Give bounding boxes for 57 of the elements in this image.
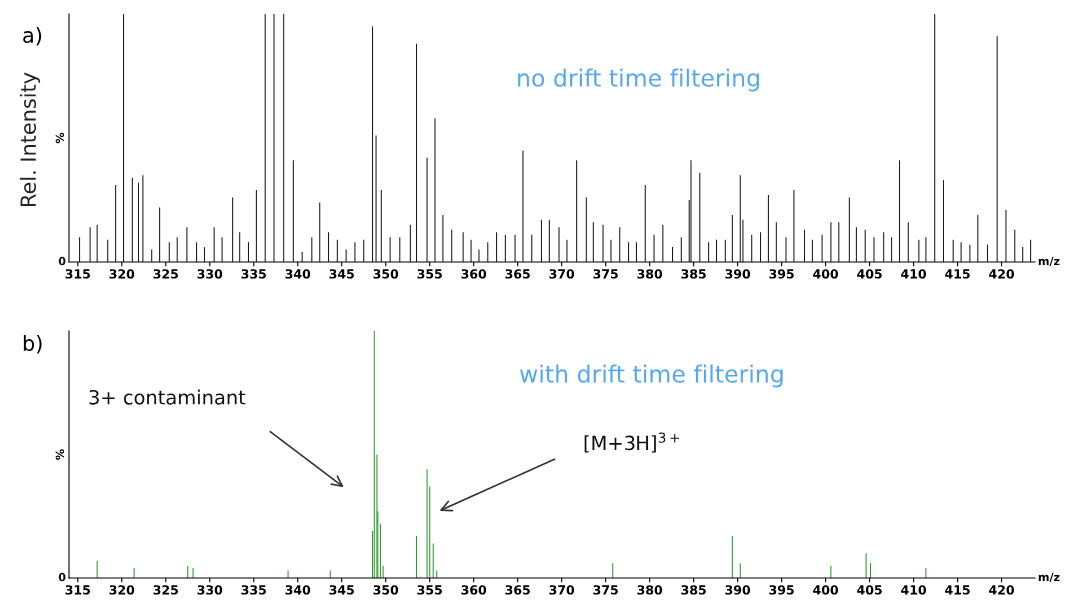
x-axis-title: m/z	[1038, 256, 1060, 267]
x-tick-label: 375	[593, 269, 618, 279]
x-tick-label: 355	[417, 585, 442, 595]
text: a)	[23, 26, 42, 46]
x-tick-label: 420	[989, 269, 1015, 279]
x-tick-label: 385	[681, 585, 706, 595]
annotation: with drift time filtering	[519, 364, 783, 388]
x-tick-label: 340	[285, 585, 311, 595]
x-tick-label: 355	[417, 269, 442, 279]
x-tick-label: 315	[65, 269, 90, 279]
x-tick-label: 400	[813, 269, 839, 279]
x-tick-label: 320	[109, 585, 135, 595]
x-tick-label: 325	[153, 585, 178, 595]
x-tick-label: 345	[329, 585, 354, 595]
x-tick-label: 395	[769, 585, 794, 595]
x-tick-label: 390	[725, 585, 751, 595]
x-tick-label: 395	[769, 269, 794, 279]
annotation: no drift time filtering	[518, 68, 759, 92]
y-axis-title: %	[55, 132, 65, 144]
x-axis-title: m/z	[1038, 572, 1060, 583]
x-tick-label: 325	[153, 269, 178, 279]
x-tick-label: 335	[241, 585, 266, 595]
x-tick-label: 390	[725, 269, 751, 279]
x-tick-label: 365	[505, 585, 530, 595]
x-tick-label: 405	[857, 269, 882, 279]
x-tick-label: 350	[373, 269, 399, 279]
x-tick-label: 345	[329, 269, 354, 279]
chart-title: b)	[23, 334, 42, 354]
annotation: [M+3H]$^{3+}$	[584, 432, 679, 453]
x-tick-label: 370	[549, 269, 575, 279]
text: 0	[58, 572, 66, 582]
x-tick-label: 405	[857, 585, 882, 595]
y-axis-title: %	[55, 449, 65, 460]
text: 0	[58, 256, 66, 266]
x-tick-label: 365	[505, 269, 530, 279]
x-tick-label: 420	[989, 585, 1015, 595]
x-tick-label: 370	[549, 585, 575, 595]
x-tick-label: 315	[65, 585, 90, 595]
text: Rel. Intensity	[19, 72, 41, 206]
x-tick-label: 350	[373, 585, 399, 595]
x-tick-label: 360	[461, 269, 487, 279]
x-tick-label: 400	[813, 585, 839, 595]
x-tick-label: 415	[945, 585, 970, 595]
x-tick-label: 380	[637, 585, 663, 595]
x-tick-label: 375	[593, 585, 618, 595]
x-tick-label: 340	[285, 269, 311, 279]
x-tick-label: 410	[901, 269, 927, 279]
x-tick-label: 330	[197, 585, 223, 595]
x-tick-label: 320	[109, 269, 135, 279]
x-tick-label: 330	[197, 269, 223, 279]
annotation: 3+ contaminant	[89, 389, 246, 405]
x-tick-label: 410	[901, 585, 927, 595]
x-tick-label: 360	[461, 585, 487, 595]
x-tick-label: 335	[241, 269, 266, 279]
x-tick-label: 415	[945, 269, 970, 279]
x-tick-label: 385	[681, 269, 706, 279]
x-tick-label: 380	[637, 269, 663, 279]
